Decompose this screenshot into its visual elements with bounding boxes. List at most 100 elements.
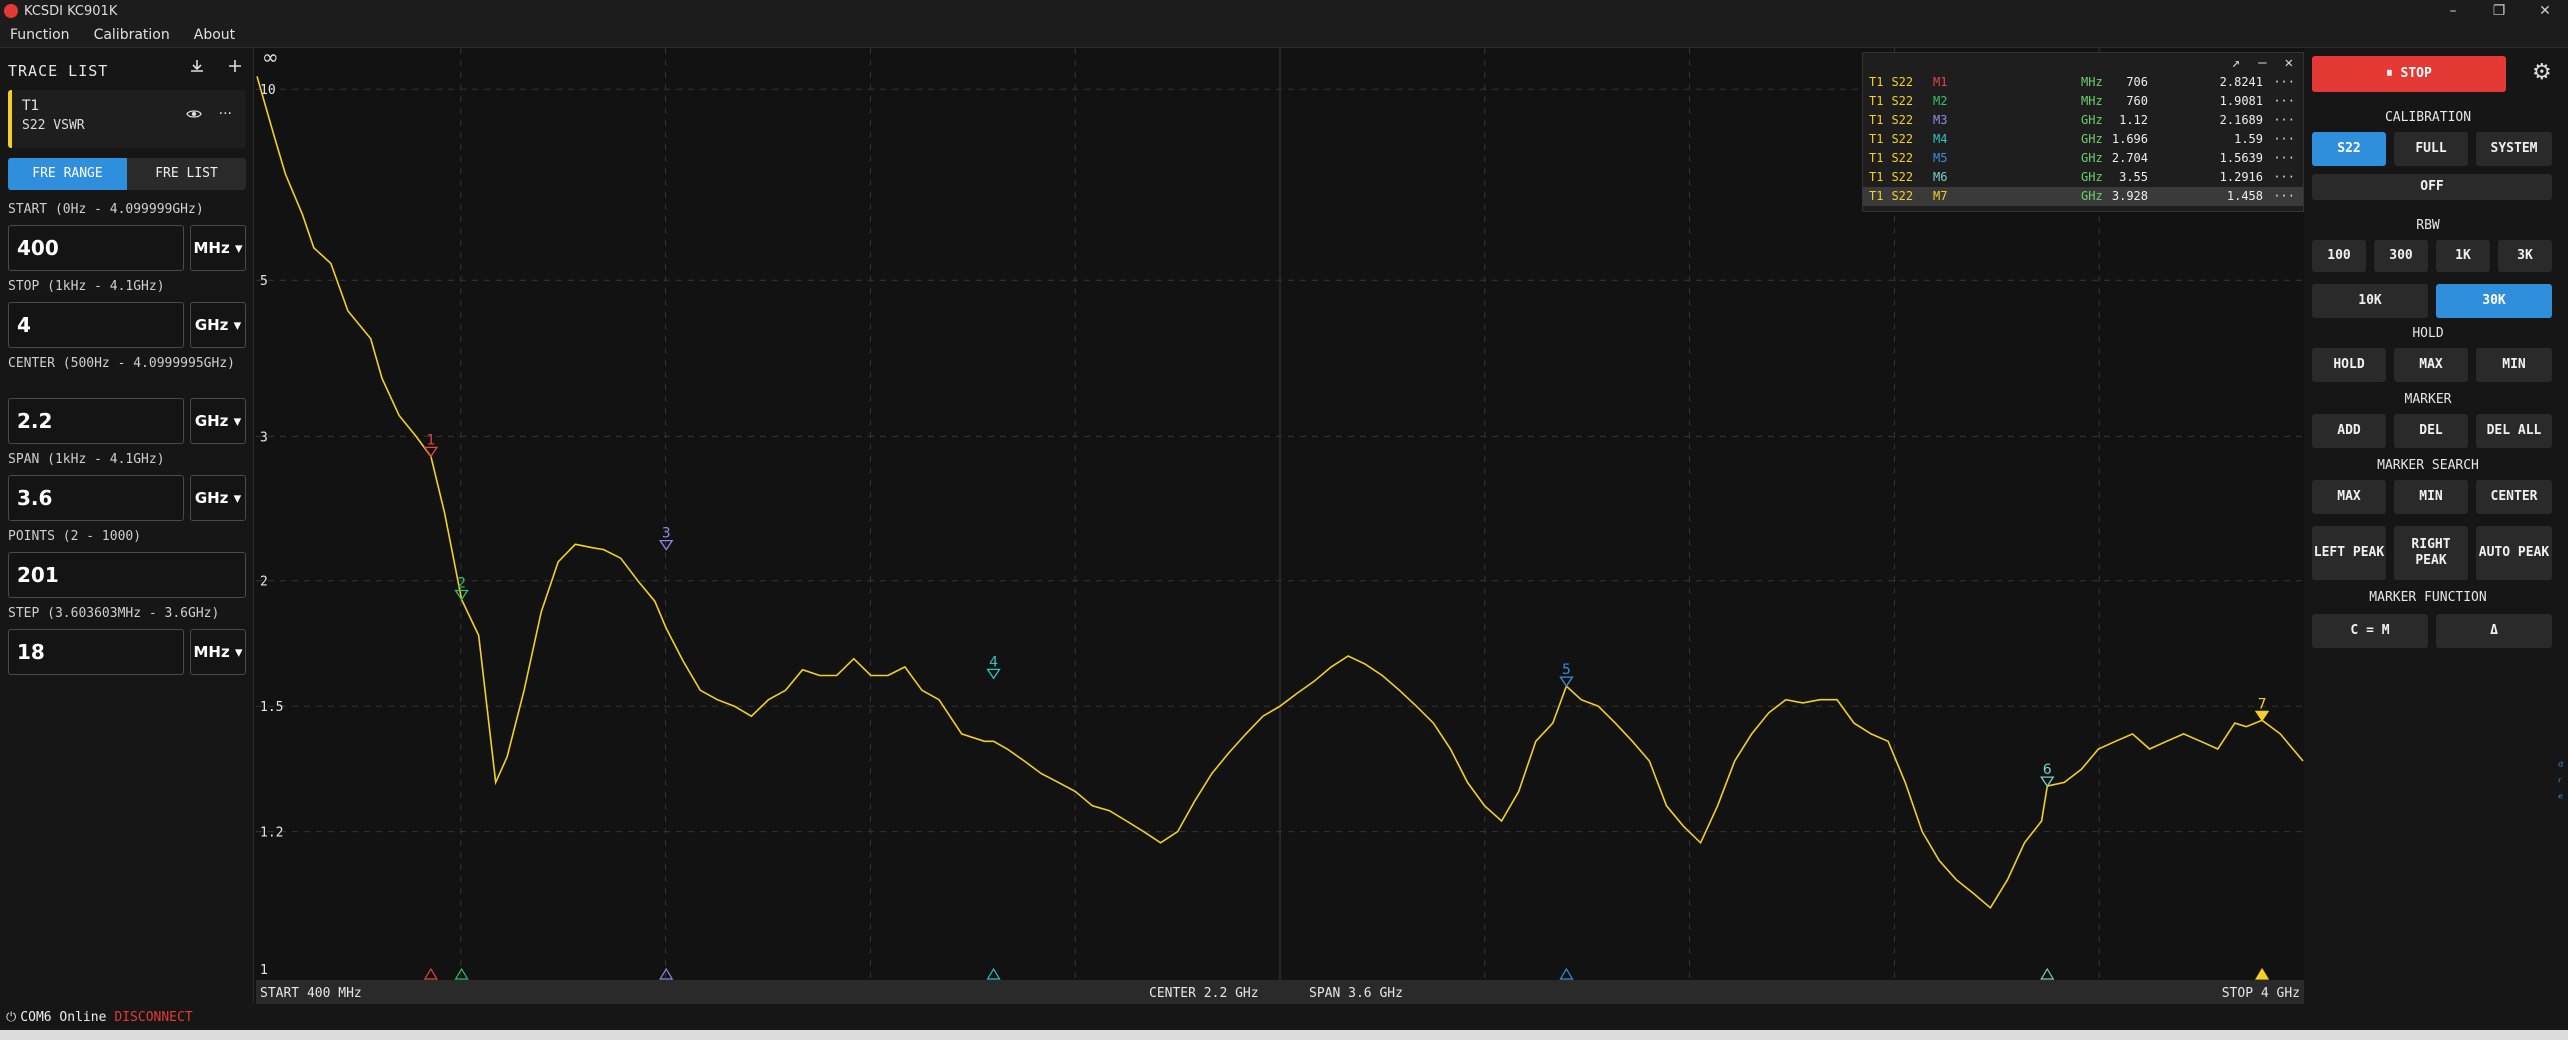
marker-triangle[interactable]: [2040, 776, 2055, 788]
close-icon[interactable]: ✕: [2284, 55, 2293, 71]
download-icon[interactable]: [189, 58, 205, 78]
marker-row-more-icon[interactable]: ···: [2273, 94, 2295, 108]
add-trace-icon[interactable]: [227, 58, 243, 78]
autoscale-icon[interactable]: ∞: [262, 48, 279, 69]
stop-unit-value: GHz: [194, 316, 229, 334]
rbw-100-button[interactable]: 100: [2312, 240, 2366, 272]
marker-row-more-icon[interactable]: ···: [2273, 75, 2295, 89]
step-input[interactable]: 18: [8, 629, 184, 675]
tab-fre-range[interactable]: FRE RANGE: [8, 158, 127, 190]
c-equals-m-button[interactable]: C = M: [2312, 614, 2428, 648]
marker-row-more-icon[interactable]: ···: [2273, 113, 2295, 127]
marker-row-more-icon[interactable]: ···: [2273, 189, 2295, 203]
step-unit-select[interactable]: MHz ▾: [190, 629, 246, 675]
marker-label: M3: [1933, 113, 1948, 127]
marker-row[interactable]: T1 S22 M5 2.704 GHz 1.5639 ···: [1863, 149, 2303, 168]
marker-trace: T1 S22: [1869, 168, 1913, 187]
marker-trace: T1 S22: [1869, 111, 1913, 130]
hold-min-button[interactable]: MIN: [2476, 348, 2552, 382]
minimize-icon[interactable]: –: [2449, 3, 2457, 19]
marker-row[interactable]: T1 S22 M2 760 MHz 1.9081 ···: [1863, 92, 2303, 111]
search-min-button[interactable]: MIN: [2394, 480, 2468, 514]
marker-unit: GHz: [2081, 170, 2103, 184]
span-label: SPAN (1kHz - 4.1GHz): [8, 452, 165, 467]
hold-button[interactable]: HOLD: [2312, 348, 2386, 382]
auto-peak-button[interactable]: AUTO PEAK: [2476, 526, 2552, 580]
marker-unit: GHz: [2081, 189, 2103, 203]
popout-icon[interactable]: ↗: [2231, 55, 2241, 71]
rbw-1k-button[interactable]: 1K: [2436, 240, 2490, 272]
span-input[interactable]: 3.6: [8, 475, 184, 521]
marker-triangle[interactable]: [658, 539, 674, 551]
more-icon[interactable]: ···: [218, 106, 232, 122]
center-unit-select[interactable]: GHz ▾: [190, 398, 246, 444]
marker-row-more-icon[interactable]: ···: [2273, 170, 2295, 184]
marker-label: M7: [1933, 189, 1948, 203]
menu-about[interactable]: About: [193, 26, 236, 43]
marker-triangle[interactable]: [1559, 676, 1574, 688]
marker-row[interactable]: T1 S22 M1 706 MHz 2.8241 ···: [1863, 73, 2303, 92]
y-tick-label: 1: [260, 963, 268, 978]
range-mode-tabs: FRE RANGE FRE LIST: [8, 158, 246, 190]
rbw-30k-button[interactable]: 30K: [2436, 284, 2552, 318]
left-peak-button[interactable]: LEFT PEAK: [2312, 526, 2386, 580]
start-unit-select[interactable]: MHz ▾: [190, 225, 246, 271]
start-input[interactable]: 400: [8, 225, 184, 271]
marker-del-all-button[interactable]: DEL ALL: [2476, 414, 2552, 448]
taskbar-strip: [0, 1030, 2568, 1040]
close-icon[interactable]: ✕: [2539, 3, 2551, 19]
marker-axis-indicator[interactable]: [1559, 967, 1574, 980]
calibration-off-button[interactable]: OFF: [2312, 174, 2552, 200]
visibility-eye-icon[interactable]: [186, 108, 202, 124]
marker-param: S22: [1891, 94, 1914, 108]
marker-triangle[interactable]: [2254, 710, 2270, 722]
calibration-s22-button[interactable]: S22: [2312, 132, 2386, 166]
gear-icon[interactable]: ⚙: [2532, 60, 2552, 85]
marker-row[interactable]: T1 S22 M4 1.696 GHz 1.59 ···: [1863, 130, 2303, 149]
marker-param: S22: [1891, 170, 1914, 184]
marker-axis-indicator[interactable]: [423, 967, 438, 980]
marker-frequency: 760: [2126, 94, 2148, 108]
marker-axis-indicator[interactable]: [2255, 967, 2270, 980]
marker-add-button[interactable]: ADD: [2312, 414, 2386, 448]
rbw-300-button[interactable]: 300: [2374, 240, 2428, 272]
marker-row[interactable]: T1 S22 M6 3.55 GHz 1.2916 ···: [1863, 168, 2303, 187]
marker-triangle[interactable]: [423, 446, 439, 458]
marker-row[interactable]: T1 S22 M7 3.928 GHz 1.458 ···: [1863, 187, 2303, 206]
hold-max-button[interactable]: MAX: [2394, 348, 2468, 382]
marker-row-more-icon[interactable]: ···: [2273, 132, 2295, 146]
maximize-icon[interactable]: ❐: [2492, 3, 2506, 19]
vswr-chart[interactable]: 1 1.2 1.5 2 3 5 10 ∞ 1 2 3 4 5 6 7 START 400 MHz CEN…: [256, 48, 2304, 1004]
menu-calibration[interactable]: Calibration: [93, 26, 170, 43]
stop-unit-select[interactable]: GHz ▾: [190, 302, 246, 348]
marker-row[interactable]: T1 S22 M3 1.12 GHz 2.1689 ···: [1863, 111, 2303, 130]
marker-triangle[interactable]: [986, 668, 1001, 680]
center-input[interactable]: 2.2: [8, 398, 184, 444]
tab-fre-list[interactable]: FRE LIST: [127, 158, 246, 190]
search-center-button[interactable]: CENTER: [2476, 480, 2552, 514]
trace-item[interactable]: T1 S22 VSWR ···: [8, 90, 246, 148]
calibration-full-button[interactable]: FULL: [2394, 132, 2468, 166]
marker-axis-indicator[interactable]: [986, 967, 1001, 980]
rbw-10k-button[interactable]: 10K: [2312, 284, 2428, 318]
marker-triangle[interactable]: [454, 589, 469, 601]
points-input[interactable]: 201: [8, 552, 246, 598]
stop-sweep-button[interactable]: ⏸ STOP: [2312, 56, 2506, 92]
right-peak-button[interactable]: RIGHT PEAK: [2394, 526, 2468, 580]
calibration-system-button[interactable]: SYSTEM: [2476, 132, 2552, 166]
collapse-icon[interactable]: –: [2258, 55, 2267, 71]
disconnect-link[interactable]: DISCONNECT: [114, 1009, 193, 1025]
menu-function[interactable]: Function: [10, 26, 70, 43]
marker-del-button[interactable]: DEL: [2394, 414, 2468, 448]
marker-axis-indicator[interactable]: [2040, 967, 2055, 980]
span-unit-select[interactable]: GHz ▾: [190, 475, 246, 521]
marker-axis-indicator[interactable]: [659, 967, 674, 980]
rbw-3k-button[interactable]: 3K: [2498, 240, 2552, 272]
marker-row-more-icon[interactable]: ···: [2273, 151, 2295, 165]
stop-input[interactable]: 4: [8, 302, 184, 348]
y-tick-label: 5: [260, 274, 268, 289]
title-bar: KCSDI KC901K – ❐ ✕: [0, 0, 2568, 22]
delta-button[interactable]: Δ: [2436, 614, 2552, 648]
search-max-button[interactable]: MAX: [2312, 480, 2386, 514]
marker-axis-indicator[interactable]: [454, 967, 469, 980]
